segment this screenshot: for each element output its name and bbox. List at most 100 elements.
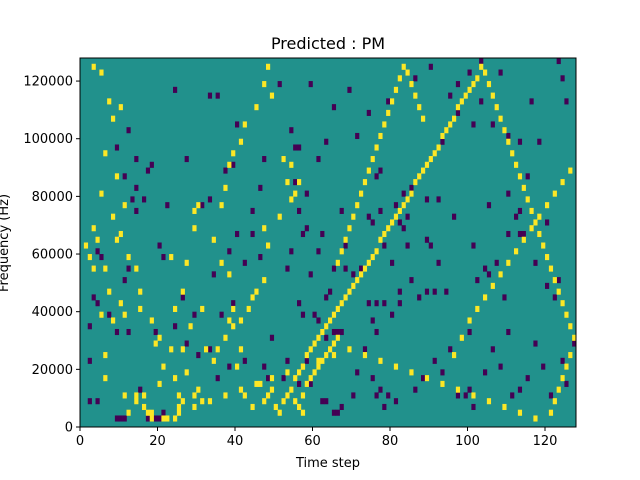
heatmap-cell-high	[452, 115, 457, 122]
heatmap-cell-high	[463, 92, 468, 99]
heatmap-cell-low	[192, 311, 197, 318]
heatmap-cell-low	[351, 271, 356, 278]
heatmap-cell-low	[521, 230, 526, 238]
heatmap-cell-low	[231, 300, 236, 307]
heatmap-cell-low	[339, 328, 344, 336]
heatmap-cell-low	[409, 277, 414, 284]
heatmap-cell-low	[490, 346, 495, 353]
heatmap-cell-low	[200, 202, 205, 209]
heatmap-cell-low	[517, 230, 523, 238]
heatmap-cell-high	[382, 230, 387, 238]
heatmap-cell-high	[533, 415, 538, 422]
heatmap-cell-high	[428, 156, 433, 163]
heatmap-cell-high	[362, 352, 368, 359]
heatmap-cell-high	[459, 98, 464, 105]
heatmap-cell-low	[211, 271, 216, 278]
heatmap-cell-low	[331, 328, 337, 336]
heatmap-cell-low	[514, 213, 519, 220]
heatmap-cell-low	[207, 92, 213, 99]
heatmap-cell-high	[355, 202, 360, 209]
heatmap-cell-high	[320, 357, 325, 364]
heatmap-cell-low	[374, 392, 379, 399]
heatmap-cell-low	[432, 288, 437, 295]
heatmap-cell-low	[324, 138, 329, 145]
heatmap-cell-high	[269, 375, 275, 382]
heatmap-cell-low	[506, 190, 511, 197]
heatmap-cell-low	[467, 69, 472, 76]
heatmap-cell-high	[525, 196, 530, 203]
heatmap-cell-high	[111, 213, 116, 220]
heatmap-cell-high	[362, 265, 368, 272]
heatmap-cell-high	[176, 403, 182, 411]
heatmap-cell-high	[246, 305, 251, 312]
heatmap-cell-low	[145, 415, 151, 422]
heatmap-cell-high	[413, 92, 418, 99]
heatmap-cell-high	[560, 179, 565, 186]
heatmap-cell-high	[351, 282, 356, 289]
heatmap-cell-high	[304, 380, 309, 387]
heatmap-cell-low	[548, 392, 554, 399]
heatmap-cell-high	[335, 305, 340, 312]
heatmap-cell-high	[111, 317, 116, 324]
heatmap-cell-high	[211, 357, 216, 364]
heatmap-cell-low	[277, 81, 282, 88]
heatmap-cell-low	[525, 375, 530, 382]
heatmap-cell-high	[339, 248, 344, 255]
heatmap-cell-high	[134, 392, 139, 399]
heatmap-cell-high	[227, 317, 232, 324]
heatmap-cell-low	[541, 363, 546, 370]
heatmap-cell-high	[180, 346, 185, 353]
heatmap-cell-low	[517, 386, 523, 393]
heatmap-cell-high	[258, 380, 263, 387]
heatmap-cell-high	[366, 167, 371, 174]
heatmap-cell-low	[118, 415, 123, 422]
heatmap-cell-low	[452, 213, 457, 220]
heatmap-cell-low	[114, 328, 120, 336]
heatmap-cell-high	[114, 236, 120, 243]
plot-area	[79, 57, 577, 428]
heatmap-cell-high	[91, 265, 96, 272]
heatmap-cell-high	[378, 132, 383, 140]
heatmap-cell-high	[235, 363, 240, 370]
heatmap-cell-low	[506, 328, 511, 336]
heatmap-cell-low	[215, 92, 220, 99]
heatmap-cell-high	[479, 63, 484, 70]
heatmap-cell-low	[378, 167, 383, 174]
heatmap-cell-high	[517, 173, 523, 180]
heatmap-cell-high	[293, 190, 298, 197]
heatmap-cell-low	[335, 328, 340, 336]
heatmap-cell-high	[269, 386, 275, 393]
heatmap-cell-high	[378, 236, 383, 243]
heatmap-cell-low	[455, 81, 461, 88]
heatmap-cell-high	[196, 202, 201, 209]
x-tick-label: 100	[455, 434, 480, 449]
heatmap-cell-high	[432, 150, 437, 157]
heatmap-cell-low	[355, 132, 360, 140]
heatmap-cell-low	[324, 334, 329, 341]
heatmap-cell-low	[262, 156, 267, 163]
heatmap-cell-low	[130, 196, 135, 203]
heatmap-cell-low	[463, 392, 468, 399]
heatmap-cell-high	[134, 265, 139, 272]
heatmap-cell-low	[304, 190, 309, 197]
heatmap-cell-high	[196, 386, 201, 393]
heatmap-cell-high	[297, 369, 302, 376]
heatmap-cell-high	[390, 219, 395, 226]
heatmap-cell-low	[134, 184, 139, 191]
heatmap-cell-low	[153, 415, 158, 422]
heatmap-cell-low	[471, 121, 476, 128]
heatmap-cell-low	[87, 357, 92, 364]
heatmap-cell-low	[517, 207, 523, 214]
heatmap-cell-low	[424, 196, 430, 203]
heatmap-cell-high	[126, 254, 131, 261]
heatmap-cell-high	[328, 346, 333, 353]
heatmap-cell-high	[122, 311, 127, 318]
heatmap-cell-high	[238, 317, 244, 324]
heatmap-cell-low	[331, 104, 337, 111]
heatmap-cell-high	[331, 352, 337, 359]
heatmap-cell-high	[200, 398, 205, 405]
heatmap-cell-low	[126, 127, 131, 134]
heatmap-cell-high	[506, 259, 511, 266]
heatmap-cell-high	[149, 317, 154, 324]
heatmap-cell-high	[359, 271, 364, 278]
